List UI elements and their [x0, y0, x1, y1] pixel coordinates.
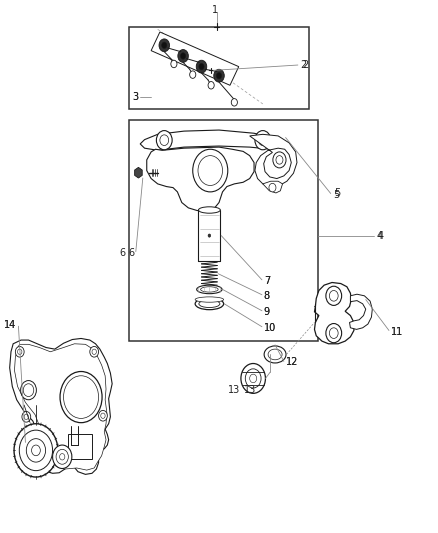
- Bar: [68, 434, 92, 459]
- Circle shape: [60, 372, 102, 423]
- Text: 7: 7: [264, 276, 270, 286]
- Ellipse shape: [195, 298, 224, 310]
- Polygon shape: [10, 338, 112, 474]
- Text: 8: 8: [264, 291, 270, 301]
- Text: 2: 2: [300, 60, 306, 70]
- Ellipse shape: [197, 285, 222, 294]
- Circle shape: [326, 324, 342, 343]
- Text: 5: 5: [333, 190, 339, 199]
- Text: 6: 6: [119, 248, 125, 257]
- Text: 8: 8: [264, 291, 270, 301]
- Circle shape: [208, 234, 211, 237]
- Circle shape: [21, 381, 36, 400]
- Polygon shape: [314, 282, 354, 344]
- Circle shape: [53, 445, 72, 469]
- Text: 3: 3: [132, 92, 138, 102]
- Polygon shape: [14, 344, 107, 470]
- Text: 7: 7: [264, 276, 270, 286]
- Circle shape: [19, 430, 53, 471]
- Ellipse shape: [268, 349, 282, 360]
- Circle shape: [214, 69, 224, 82]
- Text: 9: 9: [264, 307, 270, 317]
- Circle shape: [216, 72, 222, 79]
- Circle shape: [255, 131, 271, 150]
- Polygon shape: [350, 294, 372, 329]
- Circle shape: [326, 286, 342, 305]
- Circle shape: [162, 42, 167, 49]
- Circle shape: [241, 364, 265, 393]
- Circle shape: [329, 290, 338, 301]
- Circle shape: [329, 328, 338, 338]
- Circle shape: [99, 410, 107, 421]
- Circle shape: [14, 424, 58, 477]
- Text: 5: 5: [334, 189, 340, 198]
- Circle shape: [196, 60, 207, 73]
- Text: 2: 2: [302, 60, 308, 70]
- Circle shape: [231, 99, 237, 106]
- Circle shape: [178, 50, 188, 62]
- Circle shape: [269, 183, 276, 192]
- Circle shape: [190, 71, 196, 78]
- Polygon shape: [147, 147, 254, 211]
- Circle shape: [245, 369, 261, 388]
- Circle shape: [199, 63, 204, 70]
- Text: 4: 4: [378, 231, 384, 240]
- Polygon shape: [263, 181, 283, 193]
- Polygon shape: [250, 134, 297, 187]
- Circle shape: [258, 135, 267, 146]
- Circle shape: [250, 374, 257, 383]
- Text: 4: 4: [377, 231, 383, 240]
- Circle shape: [64, 376, 99, 418]
- Bar: [129, 27, 309, 109]
- Circle shape: [171, 60, 177, 68]
- Circle shape: [180, 53, 186, 59]
- Circle shape: [90, 346, 99, 357]
- Text: 10: 10: [264, 323, 276, 333]
- Circle shape: [160, 135, 169, 146]
- Circle shape: [92, 349, 96, 354]
- Polygon shape: [134, 167, 142, 178]
- Text: 12: 12: [286, 358, 298, 367]
- Text: 10: 10: [264, 323, 276, 333]
- Text: 11: 11: [391, 327, 403, 336]
- Circle shape: [23, 384, 34, 397]
- Text: 3: 3: [132, 92, 138, 102]
- Circle shape: [32, 445, 40, 456]
- Circle shape: [18, 349, 22, 354]
- Text: 9: 9: [264, 307, 270, 317]
- Circle shape: [60, 454, 65, 460]
- Text: 6: 6: [128, 248, 134, 257]
- Polygon shape: [151, 32, 239, 85]
- Circle shape: [26, 439, 46, 462]
- Ellipse shape: [201, 287, 218, 292]
- Ellipse shape: [198, 207, 220, 213]
- Circle shape: [101, 413, 105, 418]
- Circle shape: [198, 156, 223, 185]
- Ellipse shape: [264, 346, 286, 363]
- Circle shape: [22, 411, 31, 422]
- Circle shape: [156, 131, 172, 150]
- Ellipse shape: [199, 300, 220, 308]
- Text: 12: 12: [286, 358, 298, 367]
- Circle shape: [15, 346, 24, 357]
- Bar: [129, 120, 318, 341]
- Text: 14: 14: [4, 320, 16, 330]
- Circle shape: [24, 414, 28, 419]
- Ellipse shape: [195, 297, 224, 302]
- Circle shape: [273, 152, 286, 168]
- Circle shape: [159, 39, 170, 52]
- Circle shape: [56, 449, 68, 464]
- Text: 13: 13: [228, 385, 240, 395]
- Text: 1: 1: [212, 5, 218, 14]
- Text: 11: 11: [391, 327, 403, 336]
- Polygon shape: [140, 130, 280, 150]
- Circle shape: [276, 156, 283, 164]
- Circle shape: [193, 149, 228, 192]
- Text: 14: 14: [4, 320, 16, 330]
- Circle shape: [208, 82, 214, 89]
- Text: 13: 13: [244, 385, 257, 395]
